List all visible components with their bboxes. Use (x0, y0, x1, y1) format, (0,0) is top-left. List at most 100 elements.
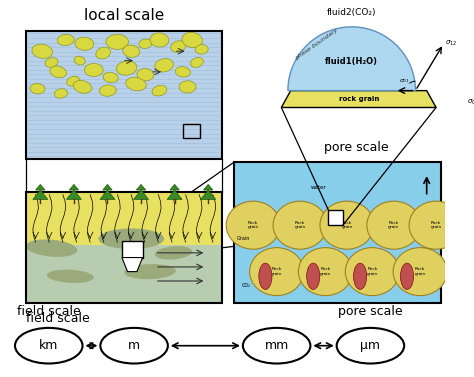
Text: Rock
grain: Rock grain (430, 221, 442, 230)
Text: m: m (128, 339, 140, 352)
Ellipse shape (171, 41, 185, 52)
Ellipse shape (150, 33, 169, 47)
Ellipse shape (126, 77, 146, 91)
Polygon shape (66, 190, 82, 199)
Ellipse shape (320, 201, 374, 249)
Ellipse shape (354, 263, 367, 290)
Bar (26, 31, 222, 159)
Polygon shape (100, 190, 115, 199)
Polygon shape (288, 27, 415, 90)
Ellipse shape (55, 89, 67, 98)
Polygon shape (201, 190, 216, 199)
Text: fluid2(CO₂): fluid2(CO₂) (327, 8, 376, 17)
Ellipse shape (57, 34, 74, 46)
Polygon shape (36, 184, 45, 190)
Ellipse shape (47, 270, 94, 283)
Text: Rock
grain: Rock grain (388, 221, 400, 230)
Ellipse shape (191, 58, 203, 67)
Ellipse shape (179, 81, 196, 93)
Bar (122, 241, 143, 257)
Ellipse shape (152, 85, 167, 96)
Text: phase boundary: phase boundary (294, 28, 339, 61)
Text: field scale: field scale (26, 312, 90, 325)
Ellipse shape (15, 328, 82, 363)
Ellipse shape (96, 47, 110, 59)
Ellipse shape (84, 63, 103, 77)
Bar (328, 210, 343, 225)
Polygon shape (122, 257, 143, 271)
Text: Rock
grain: Rock grain (414, 267, 426, 276)
Ellipse shape (50, 66, 66, 78)
Ellipse shape (393, 248, 447, 296)
Ellipse shape (175, 67, 191, 77)
Ellipse shape (73, 81, 92, 93)
Ellipse shape (307, 263, 320, 290)
Ellipse shape (123, 45, 140, 57)
Ellipse shape (32, 44, 53, 58)
Ellipse shape (124, 264, 176, 279)
Ellipse shape (155, 246, 192, 260)
Ellipse shape (103, 72, 118, 83)
Ellipse shape (182, 32, 202, 48)
Ellipse shape (345, 248, 399, 296)
Bar (235, 162, 441, 303)
Ellipse shape (26, 239, 77, 257)
Ellipse shape (299, 248, 353, 296)
Text: $\sigma_{02}$: $\sigma_{02}$ (467, 98, 474, 107)
Ellipse shape (116, 61, 137, 75)
Ellipse shape (99, 228, 164, 249)
Ellipse shape (45, 58, 58, 67)
Bar (26, 192, 222, 303)
Bar (26, 192, 222, 303)
Text: Rock
grain: Rock grain (320, 267, 331, 276)
Text: Rock
grain: Rock grain (271, 267, 283, 276)
Ellipse shape (74, 56, 85, 65)
Ellipse shape (155, 58, 173, 72)
Ellipse shape (67, 76, 80, 86)
Ellipse shape (137, 69, 154, 81)
Ellipse shape (75, 37, 94, 50)
Text: fluid1(H₂O): fluid1(H₂O) (325, 57, 378, 66)
Ellipse shape (106, 34, 128, 49)
Text: μm: μm (360, 339, 381, 352)
Ellipse shape (100, 328, 168, 363)
Ellipse shape (259, 263, 272, 290)
Ellipse shape (250, 248, 304, 296)
Text: rock grain: rock grain (338, 96, 379, 102)
Ellipse shape (367, 201, 421, 249)
Polygon shape (69, 184, 79, 190)
Polygon shape (134, 190, 148, 199)
Ellipse shape (226, 201, 280, 249)
Ellipse shape (409, 201, 463, 249)
Ellipse shape (100, 85, 116, 96)
Polygon shape (33, 190, 48, 199)
Polygon shape (167, 190, 182, 199)
Text: pore scale: pore scale (324, 141, 389, 155)
Ellipse shape (243, 328, 310, 363)
Text: km: km (39, 339, 58, 352)
Text: pore scale: pore scale (338, 305, 403, 319)
Ellipse shape (337, 328, 404, 363)
Text: water: water (311, 185, 327, 190)
Bar (26, 192, 222, 245)
Bar (183, 124, 200, 138)
Text: Rock
grain: Rock grain (247, 221, 259, 230)
Polygon shape (203, 184, 213, 190)
Text: Rock
grain: Rock grain (341, 221, 353, 230)
Text: local scale: local scale (84, 8, 164, 23)
Text: Grain: Grain (237, 236, 251, 241)
Ellipse shape (30, 84, 45, 94)
Text: $\sigma_{12}$: $\sigma_{12}$ (446, 39, 457, 48)
Ellipse shape (195, 44, 208, 54)
Ellipse shape (273, 201, 327, 249)
Text: $\sigma_{01}$: $\sigma_{01}$ (399, 77, 410, 85)
Ellipse shape (139, 39, 152, 49)
Ellipse shape (401, 263, 413, 290)
Text: Rock
grain: Rock grain (367, 267, 378, 276)
Text: CO₂: CO₂ (242, 283, 251, 288)
Text: field scale: field scale (17, 305, 81, 319)
Polygon shape (282, 90, 436, 107)
Text: Rock
grain: Rock grain (294, 221, 306, 230)
Polygon shape (170, 184, 179, 190)
Text: mm: mm (264, 339, 289, 352)
